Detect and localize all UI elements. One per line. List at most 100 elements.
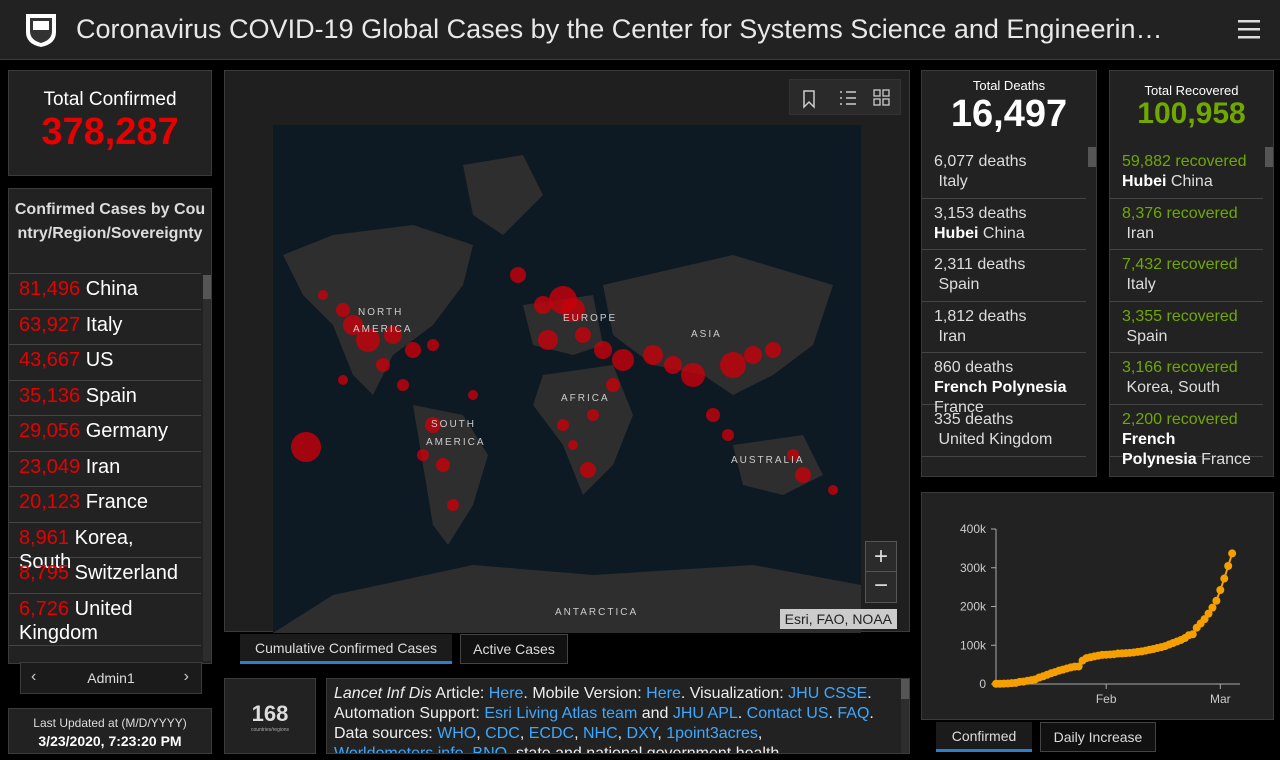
case-circle <box>643 345 663 365</box>
countries-count-value: 168 <box>251 701 289 726</box>
info-link[interactable]: 1point3acres <box>666 725 758 742</box>
list-nav: ‹ Admin1 › <box>20 662 202 694</box>
recovered-row: 3,166 recovered Korea, South <box>1110 353 1263 405</box>
unit: deaths <box>977 256 1026 274</box>
scrollbar[interactable] <box>1265 147 1273 167</box>
case-circle <box>594 341 612 359</box>
case-count: 35,136 <box>19 384 81 407</box>
count: 7,432 <box>1122 256 1163 274</box>
count: 8,376 <box>1122 204 1163 222</box>
unit: recovered <box>1166 204 1238 222</box>
info-link[interactable]: BNO <box>472 745 508 754</box>
info-link[interactable]: Here <box>488 685 524 702</box>
info-link[interactable]: Worldometers.info <box>334 745 464 754</box>
menu-button[interactable] <box>1238 20 1262 40</box>
unit: deaths <box>965 359 1014 377</box>
y-tick-label: 300k <box>960 561 987 575</box>
case-count: 8,961 <box>19 526 70 549</box>
map-tab[interactable]: Cumulative Confirmed Cases <box>240 634 452 664</box>
info-link[interactable]: CDC <box>485 725 520 742</box>
deaths-value: 16,497 <box>950 93 1068 135</box>
prev-button[interactable]: ‹ <box>31 668 37 685</box>
count: 59,882 <box>1122 153 1171 170</box>
x-tick-label: Feb <box>1096 692 1117 706</box>
count: 860 <box>934 359 961 377</box>
chart-tab[interactable]: Confirmed <box>936 722 1032 752</box>
zoom-in[interactable]: + <box>866 542 896 572</box>
map-toolbar <box>789 79 901 115</box>
scrollbar[interactable] <box>203 275 211 661</box>
case-circle <box>580 462 596 478</box>
case-circle <box>376 358 390 372</box>
case-circle <box>612 349 634 371</box>
map-attribution: Esri, FAO, NOAA <box>779 609 897 629</box>
case-circle <box>681 363 705 387</box>
zoom-out[interactable]: − <box>873 572 888 599</box>
info-link[interactable]: Esri Living Atlas team <box>484 705 638 722</box>
info-link[interactable]: WHO <box>437 725 477 742</box>
recovered-row: 3,355 recovered Spain <box>1110 302 1263 354</box>
map-tab[interactable]: Active Cases <box>460 634 568 664</box>
toolbar-icons[interactable] <box>790 80 902 116</box>
info-link[interactable]: JHU APL <box>672 705 738 722</box>
chart: 0 100k 200k 300k 400k Feb Mar <box>960 522 1240 706</box>
info-link[interactable]: NHC <box>582 725 618 742</box>
unit: recovered <box>1166 307 1238 325</box>
info-text-part: , state and national government health <box>507 745 780 754</box>
country-name: United Kingdom <box>19 597 133 644</box>
point <box>1224 562 1233 571</box>
deaths-panel: Total Deaths 16,497 6,077 deaths Italy 3,… <box>921 70 1097 477</box>
country-row: 8,795 Switzerland <box>9 558 201 594</box>
case-circle <box>318 290 328 300</box>
country-row: 20,123 France <box>9 487 201 523</box>
info-link[interactable]: JHU CSSE <box>788 685 868 702</box>
land <box>273 155 861 633</box>
scrollbar[interactable] <box>901 679 909 753</box>
deaths-row: 6,077 deaths Italy <box>922 147 1086 199</box>
case-circle <box>336 303 350 317</box>
country-name: Italy <box>85 313 123 336</box>
scrollbar[interactable] <box>1088 147 1096 167</box>
country-name: France <box>85 491 148 513</box>
info-link[interactable]: Contact US <box>746 705 829 722</box>
chart-tab[interactable]: Daily Increase <box>1040 722 1156 752</box>
unit: deaths <box>978 307 1027 325</box>
unit: recovered <box>1166 256 1238 274</box>
chart-panel: 0 100k 200k 300k 400k Feb Mar <box>921 492 1274 720</box>
map[interactable]: NORTH AMERICA EUROPE ASIA AFRICA SOUTH AMERICA… <box>273 125 861 633</box>
count: 335 <box>934 410 961 428</box>
countries-count-label: countries/regions <box>250 727 290 733</box>
deaths-rows: 6,077 deaths Italy 3,153 deaths Hubei Chin… <box>922 147 1086 457</box>
info-text-part: . <box>828 705 838 722</box>
info-text-part: , <box>617 725 627 742</box>
unit: deaths <box>978 153 1027 170</box>
case-circle <box>417 449 429 461</box>
case-circle <box>436 458 450 472</box>
case-count: 29,056 <box>19 420 81 442</box>
info-link[interactable]: ECDC <box>528 725 575 742</box>
info-text-part: . Data sources: <box>334 705 874 742</box>
next-button[interactable]: › <box>183 668 189 685</box>
info-panel: Lancet Inf Dis Article: Here. Mobile Ver… <box>326 678 910 754</box>
region: Hubei <box>1122 173 1167 190</box>
recovered-row: 59,882 recovered Hubei China <box>1110 147 1263 199</box>
info-link[interactable]: DXY <box>626 725 658 742</box>
info-link[interactable]: Here <box>646 685 681 702</box>
info-link[interactable]: FAQ <box>837 705 870 722</box>
map-label: NORTH AMERICA <box>353 307 413 335</box>
map-label: ANTARCTICA <box>555 607 638 618</box>
case-count: 81,496 <box>19 278 81 300</box>
case-circle <box>706 408 720 422</box>
point <box>1208 603 1217 612</box>
deaths-row: 2,311 deaths Spain <box>922 250 1086 302</box>
case-circle <box>664 356 682 374</box>
count: 6,077 <box>934 153 975 170</box>
case-circle <box>606 378 620 392</box>
country: France <box>934 399 984 417</box>
country-name: Spain <box>85 384 137 407</box>
y-tick-label: 400k <box>960 522 987 536</box>
country-name: Switzerland <box>74 562 179 584</box>
case-circle <box>397 379 409 391</box>
